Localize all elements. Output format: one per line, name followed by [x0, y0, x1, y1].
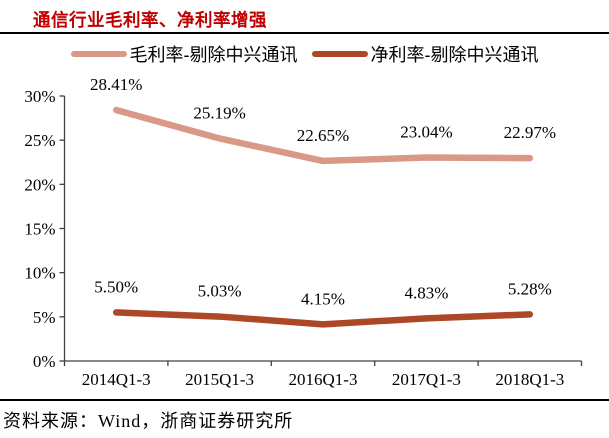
net-margin-data-label: 4.83% [404, 283, 448, 302]
net-margin-line [112, 309, 534, 328]
y-tick-label: 30% [24, 87, 55, 106]
y-tick-label: 5% [33, 308, 56, 327]
legend-label: 净利率-剔除中兴通讯 [370, 45, 539, 65]
net-margin-data-label: 5.28% [508, 279, 552, 298]
legend-label: 毛利率-剔除中兴通讯 [129, 45, 298, 65]
x-category-label: 2018Q1-3 [495, 370, 564, 389]
gross-margin-data-label: 22.97% [504, 123, 556, 142]
y-tick-label: 15% [24, 220, 55, 239]
net-margin-data-label: 4.15% [301, 289, 345, 308]
gross-margin-data-label: 25.19% [193, 103, 245, 122]
x-category-label: 2017Q1-3 [392, 370, 461, 389]
x-category-label: 2016Q1-3 [289, 370, 358, 389]
legend-item-net-margin: 净利率-剔除中兴通讯 [311, 41, 539, 67]
y-tick-label: 10% [24, 264, 55, 283]
footer-divider [0, 399, 609, 401]
gross-margin-data-label: 23.04% [400, 122, 452, 141]
y-tick-label: 0% [33, 352, 56, 371]
y-tick-label: 20% [24, 175, 55, 194]
x-category-label: 2015Q1-3 [185, 370, 254, 389]
source-note: 资料来源：Wind，浙商证券研究所 [3, 411, 294, 431]
gross-margin-data-label: 22.65% [297, 126, 349, 145]
y-tick-label: 25% [24, 131, 55, 150]
net-margin-data-label: 5.03% [198, 282, 242, 301]
x-category-label: 2014Q1-3 [82, 370, 151, 389]
gross-margin-line-swatch [70, 51, 127, 57]
gross-margin-line [112, 106, 534, 165]
page-title: 通信行业毛利率、净利率增强 [33, 10, 267, 30]
net-margin-data-label: 5.50% [94, 277, 138, 296]
legend-item-gross-margin: 毛利率-剔除中兴通讯 [70, 41, 298, 67]
chart-legend: 毛利率-剔除中兴通讯 净利率-剔除中兴通讯 [0, 42, 609, 66]
gross-margin-data-label: 28.41% [90, 75, 142, 94]
net-margin-line-swatch [311, 51, 368, 57]
header-divider [0, 32, 609, 34]
